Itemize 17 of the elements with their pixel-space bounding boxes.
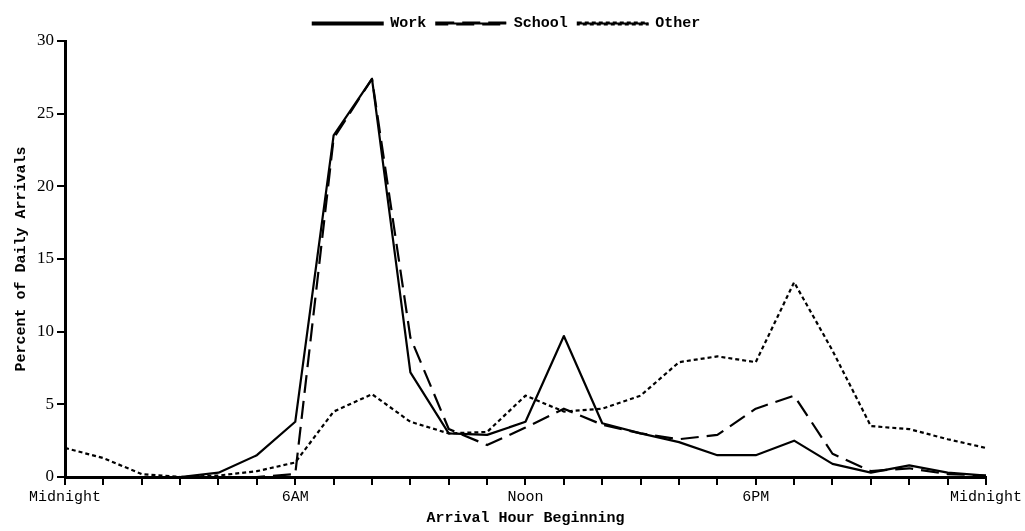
y-axis-title: Percent of Daily Arrivals: [12, 146, 30, 372]
y-tick-label: 25: [37, 103, 54, 123]
y-tick-label: 20: [37, 175, 54, 195]
y-tick-label: 5: [45, 393, 54, 413]
y-tick-label: 30: [37, 30, 54, 50]
legend-label: Other: [655, 15, 701, 33]
x-tick-label: 6AM: [281, 488, 309, 506]
legend-label: Work: [390, 15, 427, 33]
y-tick-label: 15: [37, 248, 54, 268]
x-axis-title: Arrival Hour Beginning: [426, 509, 625, 527]
y-tick-label: 10: [37, 321, 54, 341]
legend-label: School: [513, 15, 568, 33]
x-tick-label: Midnight: [28, 488, 102, 506]
x-tick-label: Midnight: [949, 488, 1022, 506]
y-tick-label: 0: [45, 466, 54, 486]
x-tick-label: 6PM: [742, 488, 770, 506]
x-tick-label: Noon: [507, 488, 544, 506]
